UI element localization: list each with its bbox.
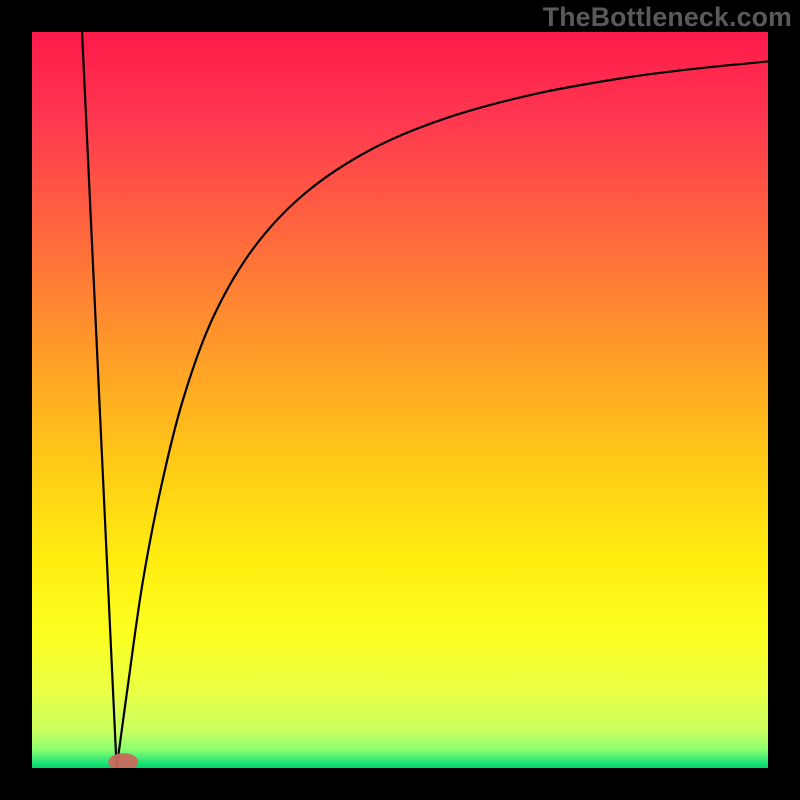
plot-svg xyxy=(32,32,768,768)
plot-area xyxy=(32,32,768,768)
frame-border-left xyxy=(0,0,32,800)
watermark-text: TheBottleneck.com xyxy=(543,2,792,33)
gradient-background xyxy=(32,32,768,768)
chart-stage: TheBottleneck.com xyxy=(0,0,800,800)
frame-border-right xyxy=(768,0,800,800)
frame-border-bottom xyxy=(0,768,800,800)
